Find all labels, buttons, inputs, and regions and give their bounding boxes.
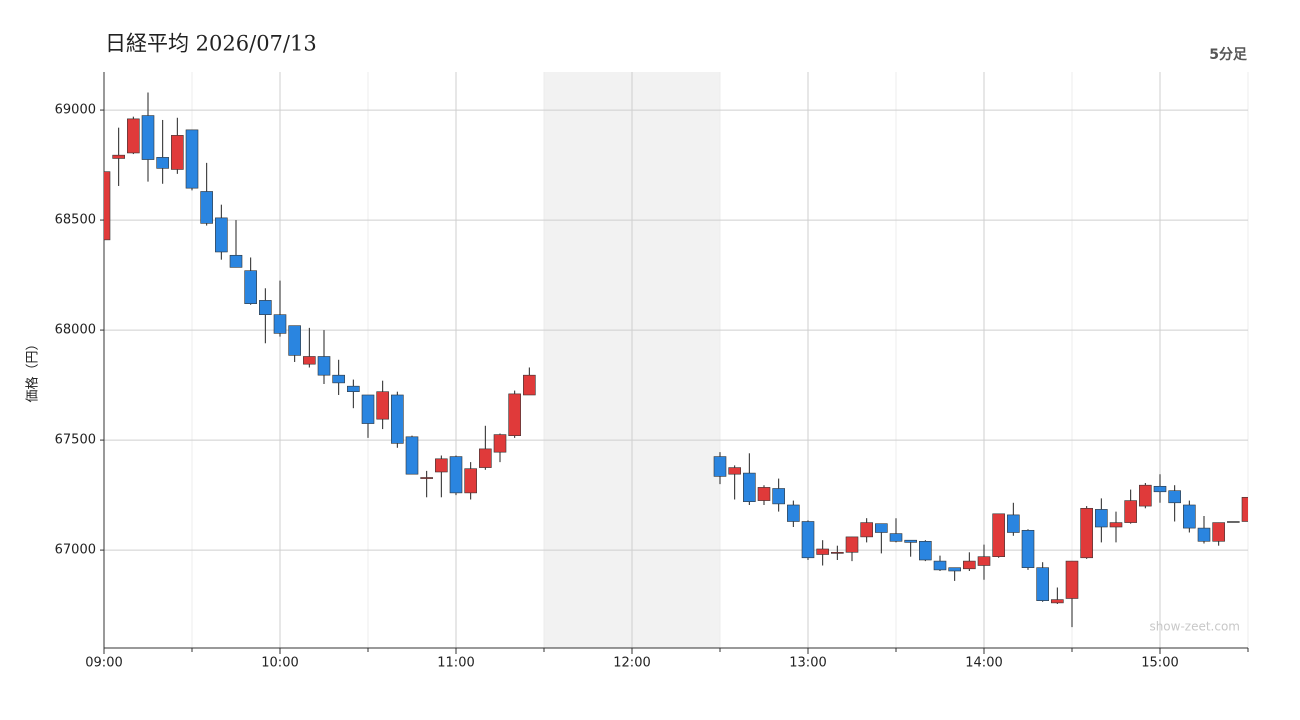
candle-body <box>977 556 991 566</box>
candle-body <box>963 560 976 570</box>
candle-body <box>933 560 947 571</box>
candle-body <box>288 325 301 356</box>
candle-body <box>1109 522 1123 528</box>
candle-body <box>1227 521 1240 523</box>
candle-body <box>464 468 477 494</box>
candle-body <box>112 154 125 159</box>
candle-body <box>1051 599 1064 604</box>
candle-body <box>200 191 213 224</box>
candle-body <box>229 254 243 268</box>
candle-body <box>405 436 419 475</box>
candle-body <box>185 129 199 189</box>
y-tick-label: 69000 <box>55 103 96 118</box>
candle-body <box>347 385 360 392</box>
candle-body <box>772 488 785 505</box>
candle-body <box>156 157 169 169</box>
y-axis-label: 価格（円） <box>25 337 41 402</box>
candle-body <box>787 504 800 522</box>
candle-body <box>479 448 492 468</box>
x-tick-label: 12:00 <box>613 656 650 671</box>
candle-body <box>508 393 521 436</box>
candle-body <box>317 356 331 376</box>
candle-body <box>1183 504 1196 529</box>
y-tick-label: 68000 <box>55 323 96 338</box>
candle-body <box>244 270 257 304</box>
candle-body <box>1021 529 1035 568</box>
candle-body <box>171 135 184 170</box>
y-tick-label: 67500 <box>55 433 96 448</box>
candle-body <box>493 434 507 453</box>
candle-body <box>420 477 433 479</box>
candle-body <box>757 487 771 501</box>
candle-body <box>1036 567 1049 601</box>
candle-body <box>801 521 815 559</box>
candle-body <box>1139 484 1152 507</box>
candle-body <box>845 536 859 553</box>
timeframe-label: 5分足 <box>1209 47 1248 63</box>
x-tick-label: 11:00 <box>437 656 474 671</box>
candle-body <box>391 394 404 444</box>
candle-body <box>259 300 272 315</box>
candle-body <box>904 539 917 543</box>
candle-body <box>875 523 888 533</box>
candles <box>104 92 1248 628</box>
candle-body <box>1124 500 1137 523</box>
candle-body <box>889 533 903 542</box>
candle-body <box>127 118 140 154</box>
y-tick-label: 67000 <box>55 543 96 558</box>
x-tick-label: 15:00 <box>1141 656 1178 671</box>
candle-body <box>728 467 741 475</box>
candle-body <box>449 456 463 494</box>
x-tick-label: 10:00 <box>261 656 298 671</box>
candle-body <box>1212 522 1225 542</box>
candle-body <box>1168 490 1181 504</box>
y-tick-label: 68500 <box>55 213 96 228</box>
candle-body <box>816 548 829 555</box>
candle-body <box>1007 514 1020 533</box>
candle-body <box>1153 485 1167 493</box>
candle-body <box>860 522 873 538</box>
candle-body <box>1197 527 1211 542</box>
candle-body <box>1065 560 1079 599</box>
candle-body <box>1241 496 1248 522</box>
candle-body <box>141 115 155 160</box>
candle-body <box>948 567 961 572</box>
watermark: show-zeet.com <box>1149 620 1240 634</box>
x-tick-label: 13:00 <box>789 656 826 671</box>
candle-body <box>831 551 844 554</box>
x-tick-label: 09:00 <box>85 656 122 671</box>
candle-body <box>273 314 287 334</box>
candle-body <box>376 391 389 420</box>
candle-body <box>303 356 316 365</box>
candle-body <box>215 217 228 253</box>
candle-body <box>713 456 727 477</box>
candle-body <box>435 458 448 473</box>
candle-body <box>332 374 345 384</box>
candle-body <box>523 374 536 396</box>
candle-body <box>1080 507 1093 559</box>
candle-body <box>919 540 932 561</box>
candle-body <box>992 513 1005 557</box>
candle-body <box>743 472 756 502</box>
x-tick-label: 14:00 <box>965 656 1002 671</box>
candle-body <box>1095 509 1108 528</box>
candle-body <box>104 171 111 241</box>
chart-title: 日経平均 2026/07/13 <box>105 32 317 56</box>
candle-body <box>361 394 375 424</box>
